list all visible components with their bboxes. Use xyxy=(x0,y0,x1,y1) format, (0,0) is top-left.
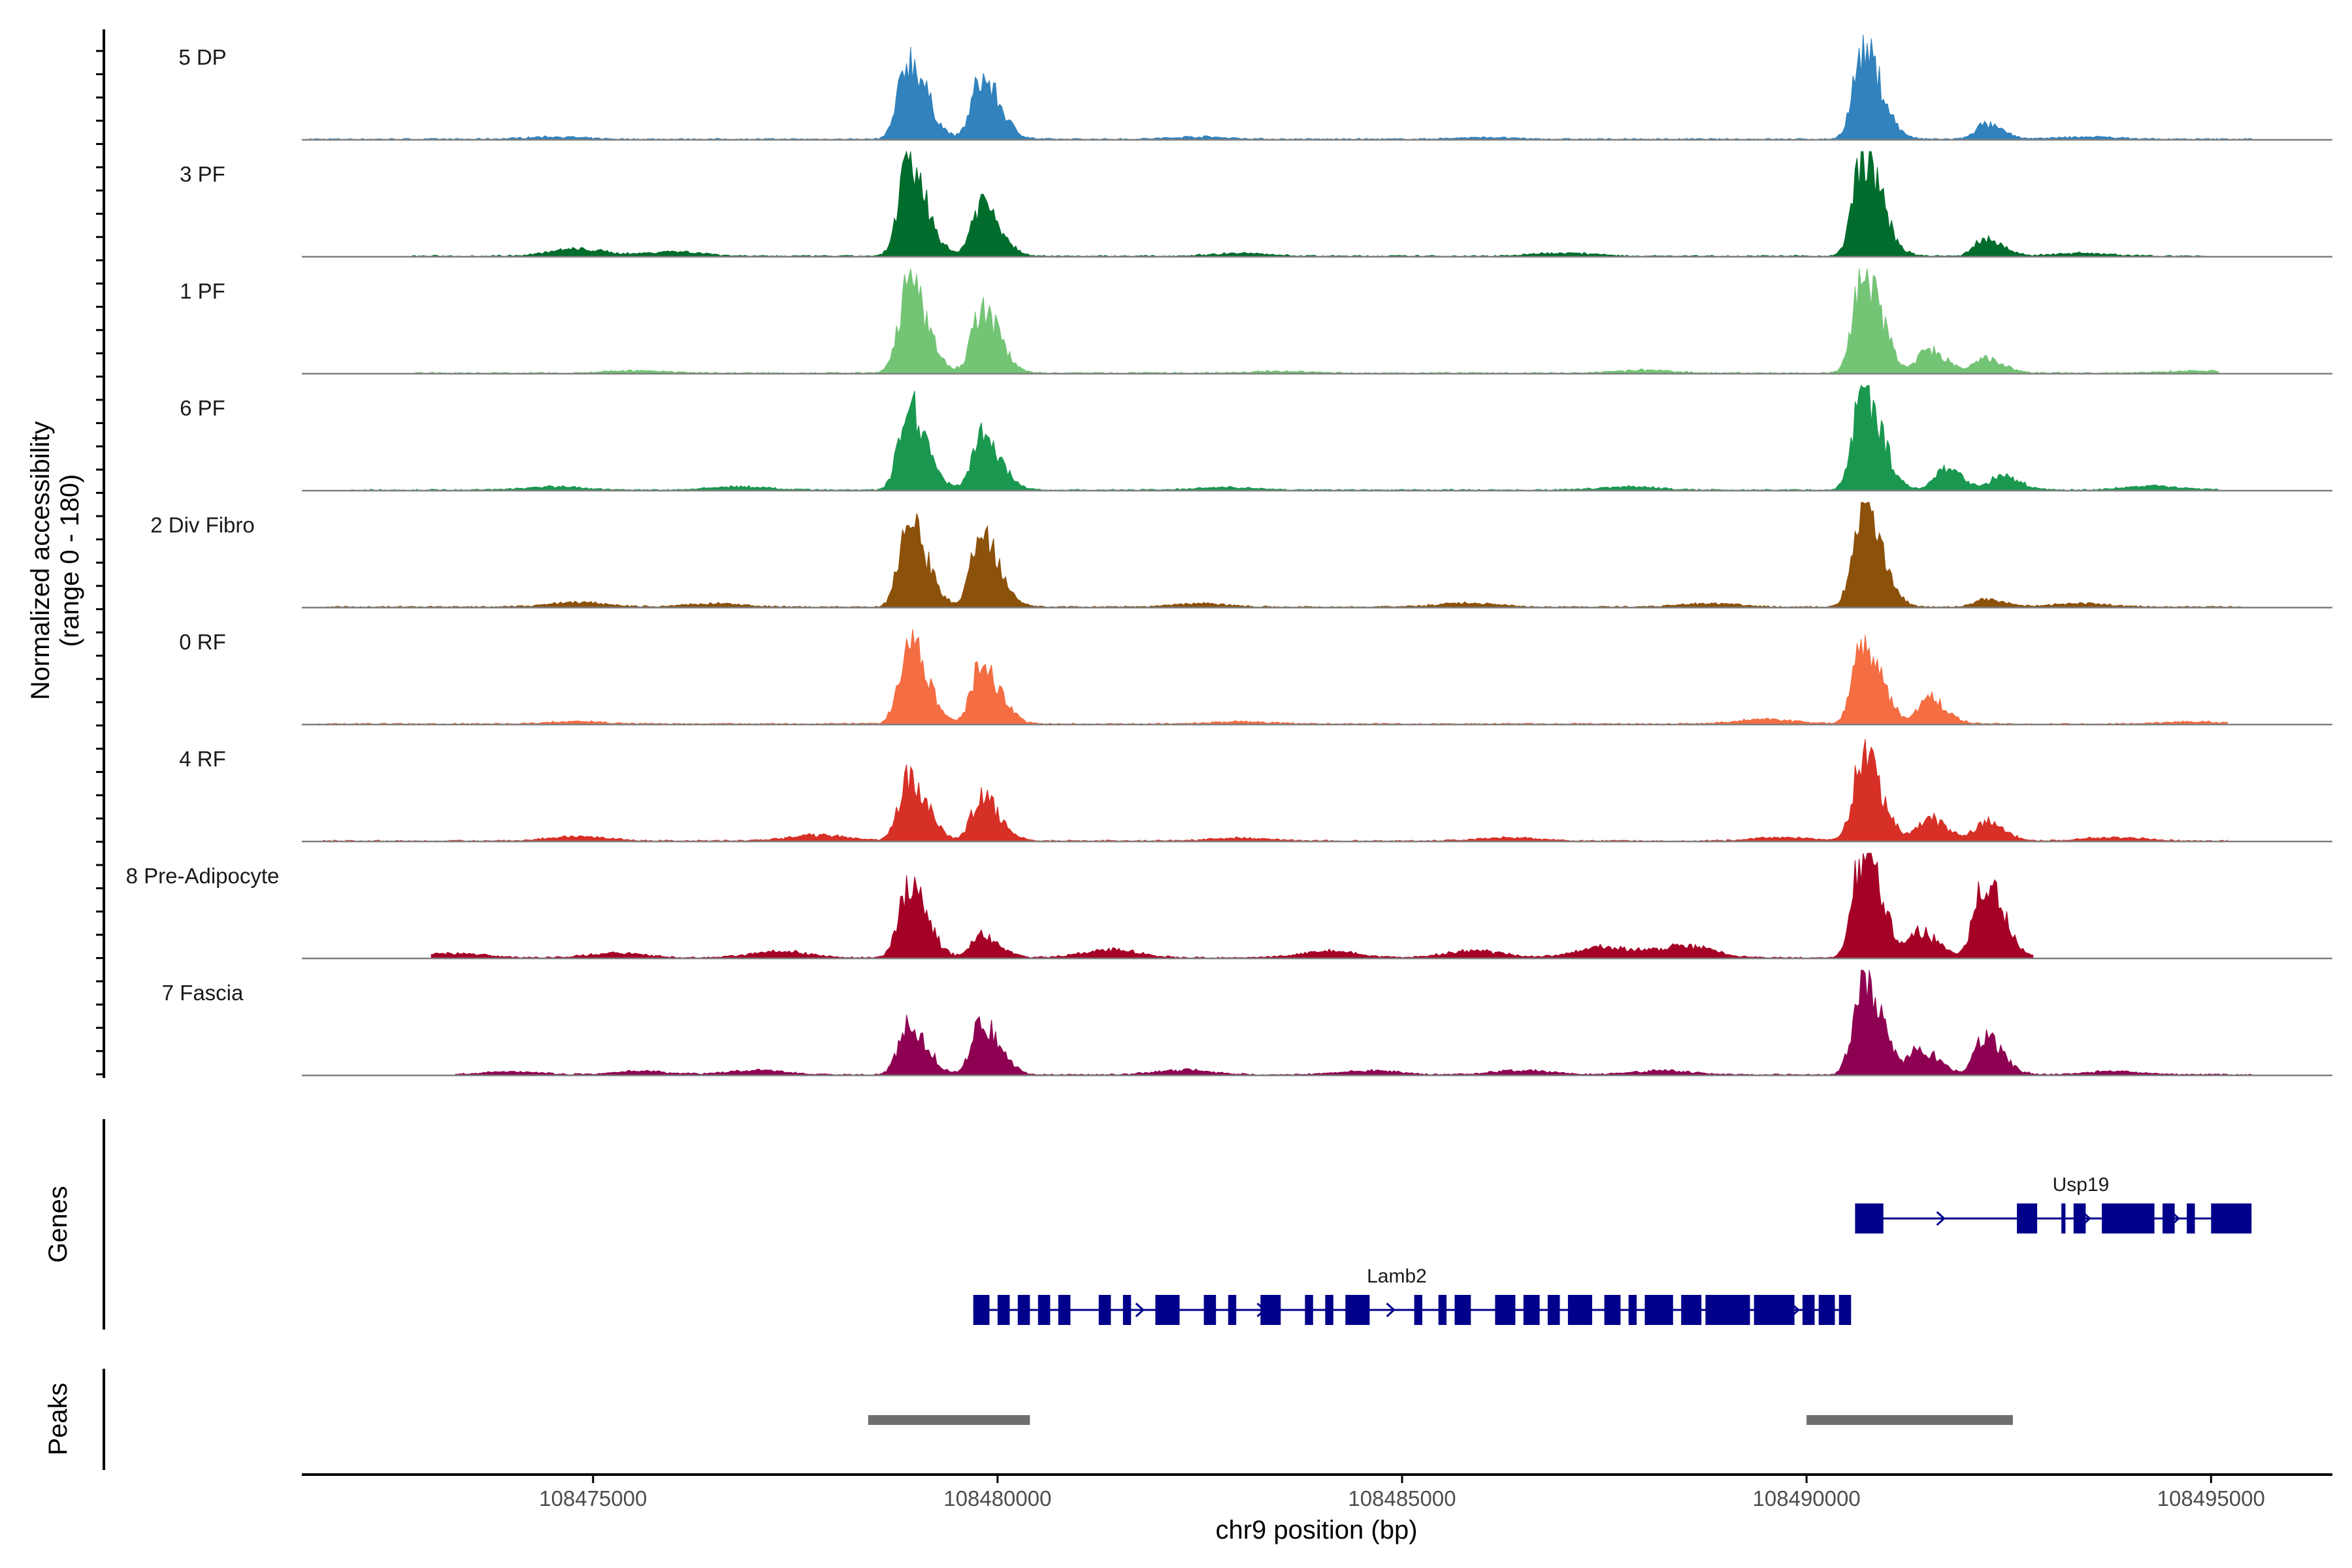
x-tick-label: 108480000 xyxy=(943,1486,1051,1511)
gene-exon xyxy=(1754,1295,1795,1325)
coverage-track-3: 1 PF xyxy=(180,268,2332,375)
gene-exon xyxy=(1098,1295,1111,1325)
track-label: 4 RF xyxy=(179,747,226,771)
y-axis-title-line2: (range 0 - 180) xyxy=(56,474,84,647)
strand-arrow xyxy=(1386,1302,1396,1318)
coverage-area xyxy=(455,970,2252,1076)
coverage-area xyxy=(309,34,2252,140)
gene-track-label: Genes xyxy=(44,1186,73,1263)
coverage-track-4: 6 PF xyxy=(180,385,2332,492)
gene-exon xyxy=(1037,1295,1051,1325)
gene-exon xyxy=(2061,1203,2066,1233)
x-tick-label: 108475000 xyxy=(539,1486,647,1511)
y-axis-title-line1: Normalized accessibility xyxy=(26,421,55,700)
gene-exon xyxy=(2102,1203,2155,1233)
coverage-track-9: 7 Fascia xyxy=(162,970,2332,1077)
coverage-track-5: 2 Div Fibro xyxy=(150,502,2332,609)
strand-arrow xyxy=(1936,1211,1946,1226)
gene-label: Lamb2 xyxy=(1367,1266,1427,1287)
strand-arrow xyxy=(1135,1302,1145,1318)
gene-label: Usp19 xyxy=(2053,1174,2110,1196)
peaks-track xyxy=(868,1415,2013,1425)
gene-exon xyxy=(997,1295,1010,1325)
x-axis-title: chr9 position (bp) xyxy=(1215,1516,1417,1544)
track-label: 3 PF xyxy=(180,162,225,186)
coverage-area xyxy=(318,629,2228,725)
gene-exon xyxy=(973,1295,990,1325)
gene-exon xyxy=(2187,1203,2195,1233)
x-axis: 108475000 108480000 108485000 108490000 1084… xyxy=(302,1473,2332,1511)
gene-exon xyxy=(1414,1295,1422,1325)
coverage-track-7: 4 RF xyxy=(179,739,2332,843)
gene-exon xyxy=(1305,1295,1313,1325)
gene-exon xyxy=(1644,1295,1673,1325)
gene-exon xyxy=(2017,1203,2038,1233)
gene-usp19: Usp19 xyxy=(1855,1174,2252,1233)
gene-exon xyxy=(1058,1295,1071,1325)
gene-exon xyxy=(1495,1295,1516,1325)
track-label: 7 Fascia xyxy=(162,981,244,1005)
coverage-track-8: 8 Pre-Adipocyte xyxy=(126,853,2332,960)
gene-exon xyxy=(1818,1295,1835,1325)
coverage-area xyxy=(318,739,2228,842)
x-tick-label: 108490000 xyxy=(1753,1486,1861,1511)
coverage-area xyxy=(431,853,2034,959)
x-tick-label: 108495000 xyxy=(2157,1486,2265,1511)
gene-exon xyxy=(1681,1295,1702,1325)
gene-exon xyxy=(2073,1203,2086,1233)
peak-region xyxy=(1806,1415,2013,1425)
coverage-tracks: 5 DP 3 PF 1 PF 6 PF 2 Div Fibro 0 RF 4 RF 8 Pre… xyxy=(126,34,2332,1077)
coverage-area xyxy=(350,385,2220,491)
gene-lamb2: Lamb2 xyxy=(973,1266,1852,1325)
track-label: 5 DP xyxy=(178,45,226,69)
gene-exon xyxy=(1155,1295,1180,1325)
gene-exon xyxy=(1203,1295,1217,1325)
track-label: 6 PF xyxy=(180,396,225,420)
coverage-area xyxy=(414,268,2220,374)
gene-exon xyxy=(1325,1295,1333,1325)
gene-exon xyxy=(1122,1295,1132,1325)
coverage-track-6: 0 RF xyxy=(179,629,2332,726)
gene-exon xyxy=(1802,1295,1815,1325)
track-label: 0 RF xyxy=(179,630,226,654)
gene-exon xyxy=(1705,1295,1750,1325)
y-axis-left xyxy=(96,29,105,1078)
gene-track: Usp19 Lamb2 xyxy=(973,1174,2252,1325)
gene-exon xyxy=(1454,1295,1471,1325)
gene-exon xyxy=(1547,1295,1560,1325)
peaks-track-label: Peaks xyxy=(44,1382,73,1455)
gene-exon xyxy=(1523,1295,1540,1325)
strand-arrow xyxy=(1256,1302,1266,1318)
gene-exon xyxy=(2163,1203,2175,1233)
track-label: 2 Div Fibro xyxy=(150,513,255,537)
coverage-area xyxy=(406,150,2212,257)
gene-exon xyxy=(1438,1295,1447,1325)
coverage-track-2: 3 PF xyxy=(180,150,2332,258)
strand-arrow xyxy=(2170,1211,2180,1226)
coverage-track-1: 5 DP xyxy=(178,34,2332,141)
strand-arrow xyxy=(2082,1211,2091,1226)
gene-exon xyxy=(1017,1295,1030,1325)
strand-arrow xyxy=(2235,1211,2246,1226)
coverage-area xyxy=(325,502,2244,608)
gene-exon xyxy=(1628,1295,1637,1325)
track-label: 1 PF xyxy=(180,279,225,303)
gene-exon xyxy=(1228,1295,1237,1325)
gene-exon xyxy=(1604,1295,1621,1325)
gene-exon xyxy=(1567,1295,1592,1325)
gene-exon xyxy=(1345,1295,1370,1325)
gene-exon xyxy=(2211,1203,2252,1233)
track-label: 8 Pre-Adipocyte xyxy=(126,864,280,888)
x-tick-label: 108485000 xyxy=(1348,1486,1456,1511)
peak-region xyxy=(868,1415,1030,1425)
gene-exon xyxy=(1838,1295,1852,1325)
strand-arrow xyxy=(1790,1302,1800,1318)
gene-exon xyxy=(1855,1203,1884,1233)
